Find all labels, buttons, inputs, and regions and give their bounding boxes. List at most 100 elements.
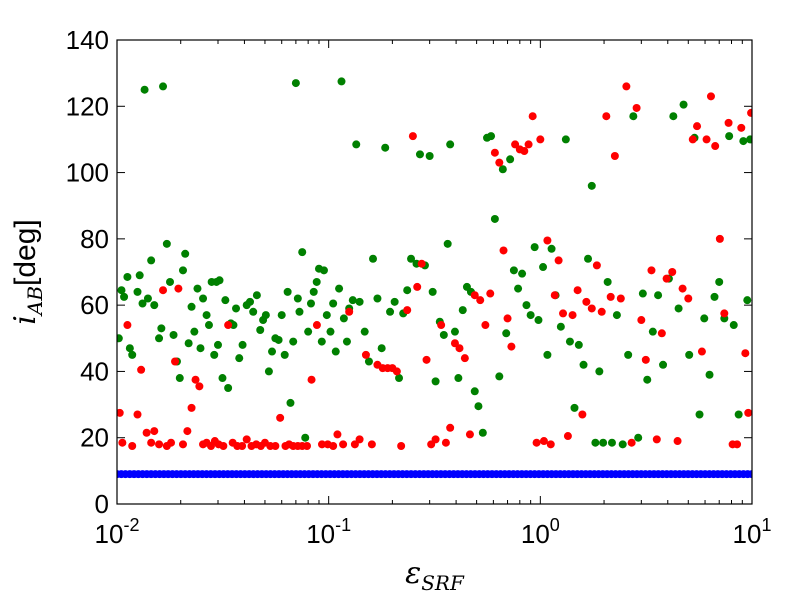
y-tick-label: 100: [66, 158, 109, 188]
data-point: [140, 85, 149, 94]
data-point: [700, 314, 709, 323]
data-point: [286, 398, 295, 407]
y-tick-label: 120: [66, 91, 109, 121]
data-point: [559, 309, 568, 318]
data-point: [536, 135, 545, 144]
x-tick-label: 10-1: [306, 515, 351, 549]
data-point: [597, 307, 606, 316]
data-point: [509, 266, 518, 275]
data-point: [280, 350, 289, 359]
data-point: [603, 277, 612, 286]
data-point: [178, 440, 187, 449]
axis-ticks: [116, 39, 753, 505]
data-point: [319, 266, 328, 275]
data-point: [641, 355, 650, 364]
data-point: [741, 349, 750, 358]
data-point: [532, 438, 541, 447]
data-point: [554, 256, 563, 265]
data-point: [733, 440, 742, 449]
data-point: [550, 291, 559, 300]
data-point: [679, 100, 688, 109]
data-point: [335, 284, 344, 293]
x-axis-label-main: ε: [405, 556, 421, 591]
data-point: [213, 340, 222, 349]
data-point: [123, 272, 132, 281]
data-point: [607, 438, 616, 447]
data-point: [624, 350, 633, 359]
data-point: [595, 367, 604, 376]
data-point: [187, 403, 196, 412]
data-point: [128, 442, 137, 450]
data-point: [490, 148, 499, 157]
data-point: [481, 321, 490, 330]
data-point: [123, 321, 132, 330]
data-point: [392, 367, 401, 376]
data-point: [495, 158, 504, 167]
data-point: [195, 382, 204, 391]
data-point: [355, 435, 364, 444]
data-point: [697, 347, 706, 356]
data-point: [657, 329, 666, 338]
data-point: [431, 377, 440, 386]
data-point: [171, 357, 180, 366]
data-point: [174, 284, 183, 293]
y-axis-label-unit: [deg]: [9, 219, 42, 286]
data-point: [196, 344, 205, 353]
data-point: [499, 246, 508, 255]
data-point: [150, 427, 159, 436]
data-point: [431, 435, 440, 444]
data-point: [137, 365, 146, 374]
data-point: [425, 152, 434, 160]
data-point: [574, 340, 583, 349]
data-point: [397, 442, 406, 450]
data-point: [669, 112, 678, 121]
data-point: [178, 266, 187, 275]
data-point: [478, 428, 487, 437]
data-point: [563, 432, 572, 441]
data-point: [261, 311, 270, 320]
data-point: [668, 268, 677, 276]
data-point: [339, 314, 348, 323]
y-axis-label: iAB[deg]: [8, 219, 47, 324]
x-tick-label: 101: [733, 515, 772, 549]
data-point: [592, 261, 601, 270]
data-point: [638, 289, 647, 298]
data-point: [268, 347, 277, 356]
data-point: [470, 387, 479, 396]
data-point: [191, 375, 200, 384]
data-point: [224, 384, 233, 392]
data-point: [381, 143, 390, 152]
data-point: [309, 287, 318, 296]
data-point: [543, 350, 552, 359]
data-point: [120, 292, 129, 301]
data-point: [729, 321, 738, 330]
x-tick-label: 100: [521, 515, 560, 549]
data-point: [360, 327, 369, 336]
plot-frame: [116, 39, 753, 505]
data-point: [342, 337, 351, 346]
data-point: [705, 370, 714, 379]
data-point: [291, 79, 300, 88]
data-point: [610, 152, 619, 160]
data-point: [744, 408, 752, 417]
x-tick-label: 10-2: [95, 515, 140, 549]
data-point: [455, 344, 464, 353]
data-point: [520, 147, 529, 156]
data-point: [616, 294, 625, 303]
data-point: [584, 254, 593, 263]
data-point: [224, 321, 233, 330]
data-point: [238, 442, 247, 450]
data-point: [591, 438, 600, 447]
data-point: [322, 311, 331, 320]
data-point: [318, 440, 326, 449]
data-point: [210, 350, 219, 359]
data-point: [486, 289, 495, 298]
data-point: [678, 284, 687, 293]
data-point: [415, 150, 424, 159]
data-point: [339, 440, 348, 449]
data-point: [602, 112, 611, 121]
data-point: [460, 354, 469, 363]
x-axis-label-sub: SRF: [421, 571, 465, 595]
data-point: [333, 430, 342, 439]
data-point: [215, 276, 224, 285]
